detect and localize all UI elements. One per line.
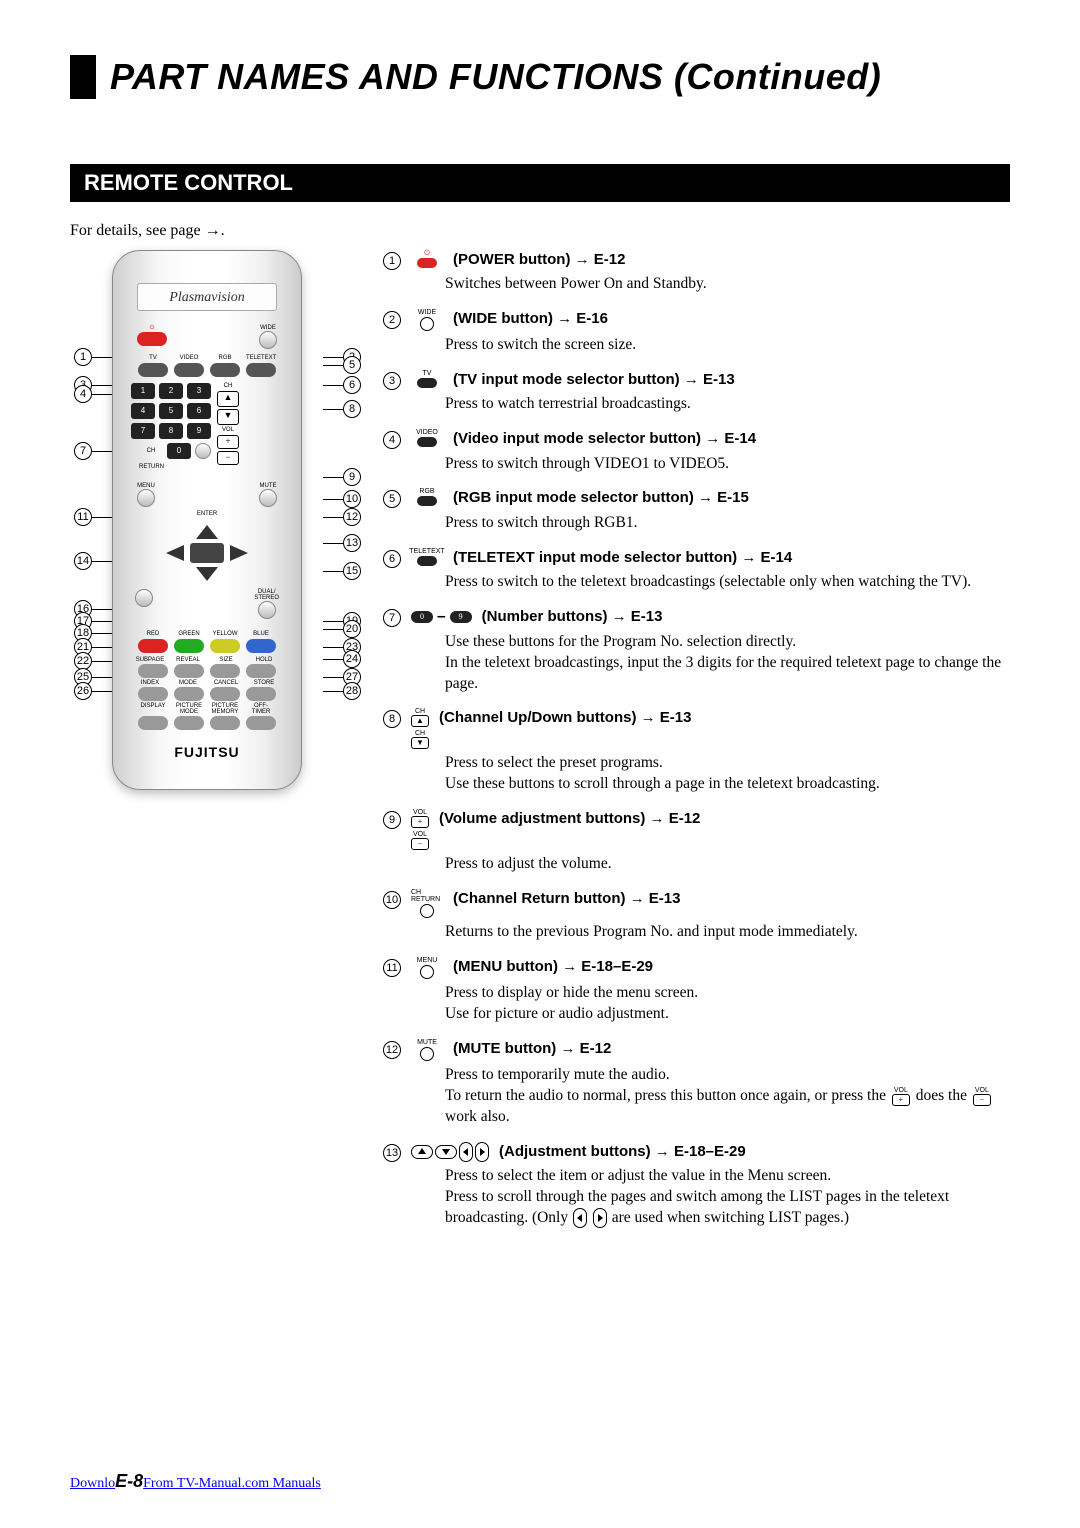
item-body: Returns to the previous Program No. and … bbox=[383, 922, 1010, 943]
item-10: 10CH RETURN(Channel Return button) → E-1… bbox=[383, 889, 1010, 943]
item-5: 5RGB(RGB input mode selector button) → E… bbox=[383, 488, 1010, 533]
brand-plate: Plasmavision bbox=[137, 283, 277, 311]
item-body: Press to temporarily mute the audio.To r… bbox=[383, 1065, 1010, 1128]
menu-button bbox=[137, 489, 155, 507]
item-body: Press to watch terrestrial broadcastings… bbox=[383, 394, 1010, 415]
rgb-btn bbox=[210, 363, 240, 377]
item-title: (POWER button) → E-12 bbox=[453, 250, 626, 270]
item-number: 11 bbox=[383, 959, 401, 977]
dual-stereo-button bbox=[258, 601, 276, 619]
item-title: (MUTE button) → E-12 bbox=[453, 1039, 611, 1059]
item-body: Press to switch through VIDEO1 to VIDEO5… bbox=[383, 454, 1010, 475]
remote-illustration: Plasmavision ⏻ WIDE TVVIDEORGBTELETE bbox=[70, 250, 365, 810]
content-layout: Plasmavision ⏻ WIDE TVVIDEORGBTELETE bbox=[70, 250, 1010, 1243]
page-footer: DownloE-8From TV-Manual.com Manuals bbox=[70, 1471, 321, 1492]
item-title: (WIDE button) → E-16 bbox=[453, 309, 608, 329]
item-8: 8CH▲CH▼(Channel Up/Down buttons) → E-13P… bbox=[383, 708, 1010, 795]
download-link-left[interactable]: Downlo bbox=[70, 1476, 115, 1491]
item-number: 4 bbox=[383, 431, 401, 449]
details-line: For details, see page →. bbox=[70, 222, 1010, 240]
item-3: 3TV(TV input mode selector button) → E-1… bbox=[383, 370, 1010, 415]
description-column: 1⏻(POWER button) → E-12Switches between … bbox=[365, 250, 1010, 1243]
download-link-right[interactable]: From TV-Manual.com Manuals bbox=[143, 1476, 321, 1491]
item-body: Press to switch the screen size. bbox=[383, 335, 1010, 356]
item-title: (Video input mode selector button) → E-1… bbox=[453, 429, 756, 449]
item-number: 7 bbox=[383, 609, 401, 627]
item-number: 2 bbox=[383, 311, 401, 329]
item-number: 6 bbox=[383, 550, 401, 568]
item-number: 9 bbox=[383, 811, 401, 829]
item-6: 6TELETEXT(TELETEXT input mode selector b… bbox=[383, 548, 1010, 593]
details-prefix: For details, see page bbox=[70, 222, 205, 239]
item-9: 9VOL+VOL−(Volume adjustment buttons) → E… bbox=[383, 809, 1010, 875]
item-title: (Channel Return button) → E-13 bbox=[453, 889, 681, 909]
item-number: 12 bbox=[383, 1041, 401, 1059]
item-body: Press to select the preset programs.Use … bbox=[383, 753, 1010, 795]
page-header: PART NAMES AND FUNCTIONS (Continued) bbox=[70, 55, 1010, 99]
item-number: 1 bbox=[383, 252, 401, 270]
video-btn bbox=[174, 363, 204, 377]
remote-body: Plasmavision ⏻ WIDE TVVIDEORGBTELETE bbox=[112, 250, 302, 790]
item-number: 8 bbox=[383, 710, 401, 728]
item-body: Switches between Power On and Standby. bbox=[383, 274, 1010, 295]
adjustment-pad bbox=[152, 525, 262, 581]
item-number: 13 bbox=[383, 1144, 401, 1162]
tv-btn bbox=[138, 363, 168, 377]
item-body: Use these buttons for the Program No. se… bbox=[383, 632, 1010, 695]
item-12: 12MUTE(MUTE button) → E-12Press to tempo… bbox=[383, 1039, 1010, 1128]
item-number: 10 bbox=[383, 891, 401, 909]
blank-button bbox=[135, 589, 153, 607]
section-title-bar: REMOTE CONTROL bbox=[70, 164, 1010, 202]
item-body: Press to switch through RGB1. bbox=[383, 513, 1010, 534]
item-title: (Channel Up/Down buttons) → E-13 bbox=[439, 708, 692, 728]
arrow-icon: → bbox=[205, 222, 221, 239]
item-number: 5 bbox=[383, 490, 401, 508]
page-number: E-8 bbox=[115, 1471, 143, 1491]
item-title: (MENU button) → E-18–E-29 bbox=[453, 957, 653, 977]
teletext-btn bbox=[246, 363, 276, 377]
item-4: 4VIDEO(Video input mode selector button)… bbox=[383, 429, 1010, 474]
mute-button bbox=[259, 489, 277, 507]
item-title: (TELETEXT input mode selector button) → … bbox=[453, 548, 792, 568]
logo-text: FUJITSU bbox=[119, 744, 295, 760]
power-button bbox=[137, 332, 167, 346]
item-title: (Adjustment buttons) → E-18–E-29 bbox=[499, 1142, 746, 1162]
item-1: 1⏻(POWER button) → E-12Switches between … bbox=[383, 250, 1010, 295]
item-7: 70 – 9(Number buttons) → E-13Use these b… bbox=[383, 607, 1010, 695]
item-13: 13 (Adjustment buttons) → E-18–E-29 Press … bbox=[383, 1142, 1010, 1229]
details-suffix: . bbox=[221, 222, 225, 239]
chreturn-button bbox=[195, 443, 211, 459]
remote-column: Plasmavision ⏻ WIDE TVVIDEORGBTELETE bbox=[70, 250, 365, 1243]
item-body: Press to switch to the teletext broadcas… bbox=[383, 572, 1010, 593]
header-accent-block bbox=[70, 55, 96, 99]
item-title: (Volume adjustment buttons) → E-12 bbox=[439, 809, 700, 829]
item-number: 3 bbox=[383, 372, 401, 390]
page-title: PART NAMES AND FUNCTIONS (Continued) bbox=[110, 56, 881, 98]
item-body: Press to adjust the volume. bbox=[383, 854, 1010, 875]
item-2: 2WIDE(WIDE button) → E-16Press to switch… bbox=[383, 309, 1010, 356]
item-11: 11MENU(MENU button) → E-18–E-29Press to … bbox=[383, 957, 1010, 1025]
item-body: Press to select the item or adjust the v… bbox=[383, 1166, 1010, 1229]
item-title: (Number buttons) → E-13 bbox=[482, 607, 663, 627]
item-title: (RGB input mode selector button) → E-15 bbox=[453, 488, 749, 508]
wide-button bbox=[259, 331, 277, 349]
item-title: (TV input mode selector button) → E-13 bbox=[453, 370, 735, 390]
item-body: Press to display or hide the menu screen… bbox=[383, 983, 1010, 1025]
